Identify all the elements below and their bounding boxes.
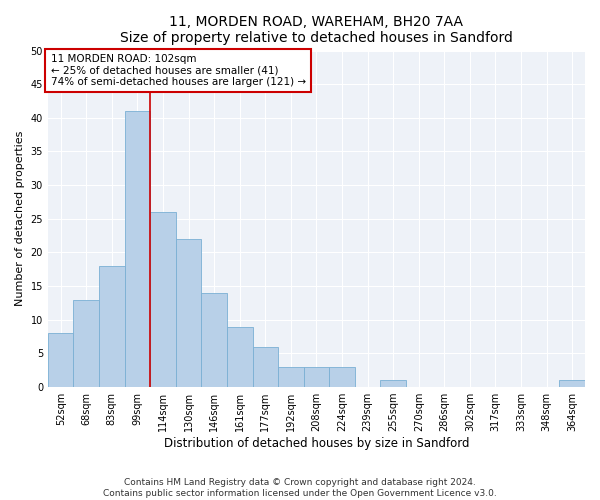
- Bar: [278, 367, 304, 387]
- Text: Contains HM Land Registry data © Crown copyright and database right 2024.
Contai: Contains HM Land Registry data © Crown c…: [103, 478, 497, 498]
- Bar: [329, 367, 355, 387]
- Bar: [380, 380, 406, 387]
- Bar: [227, 326, 253, 387]
- Bar: [253, 346, 278, 387]
- Bar: [125, 111, 150, 387]
- Bar: [176, 239, 202, 387]
- Y-axis label: Number of detached properties: Number of detached properties: [15, 131, 25, 306]
- Bar: [202, 293, 227, 387]
- Text: 11 MORDEN ROAD: 102sqm
← 25% of detached houses are smaller (41)
74% of semi-det: 11 MORDEN ROAD: 102sqm ← 25% of detached…: [50, 54, 306, 87]
- Bar: [48, 333, 73, 387]
- Bar: [99, 266, 125, 387]
- Bar: [150, 212, 176, 387]
- Title: 11, MORDEN ROAD, WAREHAM, BH20 7AA
Size of property relative to detached houses : 11, MORDEN ROAD, WAREHAM, BH20 7AA Size …: [120, 15, 513, 45]
- Bar: [559, 380, 585, 387]
- Bar: [73, 300, 99, 387]
- Bar: [304, 367, 329, 387]
- X-axis label: Distribution of detached houses by size in Sandford: Distribution of detached houses by size …: [164, 437, 469, 450]
